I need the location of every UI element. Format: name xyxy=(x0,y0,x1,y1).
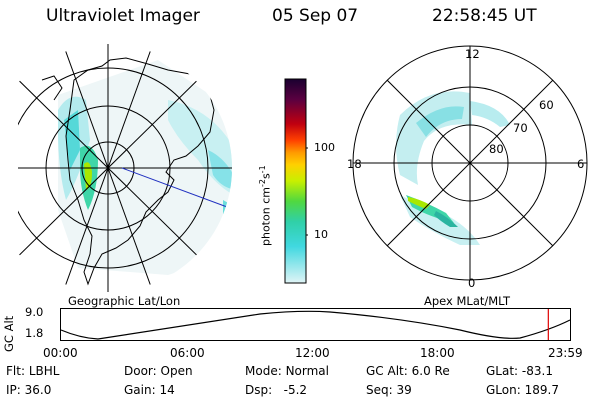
oval-dusk xyxy=(396,91,472,185)
sun-direction-line xyxy=(121,167,232,215)
emission-east-spot xyxy=(223,200,232,225)
geographic-map xyxy=(18,44,232,292)
mlt-spoke-diag2 xyxy=(353,46,587,280)
time-label: 22:58:45 UT xyxy=(432,6,537,26)
time-tick-1200: 12:00 xyxy=(295,346,330,360)
mlat-label-60: 60 xyxy=(539,98,554,112)
filter-info: Flt: LBHL xyxy=(6,364,60,378)
right-panel-caption: Apex MLat/MLT xyxy=(424,294,511,308)
gc-alt-info: GC Alt: 6.0 Re xyxy=(366,364,450,378)
door-info: Door: Open xyxy=(124,364,193,378)
altitude-plot-frame xyxy=(60,308,571,341)
instrument-title: Ultraviolet Imager xyxy=(46,6,200,26)
colorbar-tick-label-10: 10 xyxy=(314,228,328,241)
oval-noon xyxy=(470,101,510,127)
altitude-ymax: 9.0 xyxy=(25,305,44,319)
mlt-label-18: 18 xyxy=(347,157,362,171)
emission-peak xyxy=(84,162,92,190)
oval-dusk-core xyxy=(416,106,464,137)
gain-info: Gain: 14 xyxy=(124,383,175,397)
ip-info: IP: 36.0 xyxy=(6,383,52,397)
mlat-circle-60 xyxy=(352,45,588,281)
colorbar-unit-label: photon cm-2s-1 xyxy=(258,165,273,246)
time-tick-2359: 23:59 xyxy=(548,346,583,360)
mlt-label-6: 6 xyxy=(577,157,585,171)
altitude-ymin: 1.8 xyxy=(25,326,44,340)
apex-mlt-map xyxy=(352,45,588,281)
left-panel-caption: Geographic Lat/Lon xyxy=(68,294,181,308)
colorbar xyxy=(284,78,308,284)
coastline xyxy=(65,57,215,286)
altitude-curve xyxy=(60,310,571,340)
mlt-label-12: 12 xyxy=(465,47,480,61)
dsp-info: Dsp: -5.2 xyxy=(245,383,308,397)
mlat-label-80: 80 xyxy=(489,142,504,156)
emission-east-core xyxy=(208,150,232,190)
altitude-plot xyxy=(60,308,571,341)
glat-info: GLat: -83.1 xyxy=(486,364,553,378)
mlat-label-70: 70 xyxy=(513,121,528,135)
colorbar-scale xyxy=(284,78,307,284)
oval-peak xyxy=(408,197,430,209)
seq-info: Seq: 39 xyxy=(366,383,412,397)
oval-midnight-core xyxy=(434,211,458,227)
mode-info: Mode: Normal xyxy=(245,364,329,378)
altitude-ylabel: GC Alt xyxy=(2,315,16,352)
colorbar-tick-label-100: 100 xyxy=(314,141,335,154)
time-tick-0000: 00:00 xyxy=(43,346,78,360)
time-tick-1800: 18:00 xyxy=(420,346,455,360)
coastline-fragment xyxy=(41,75,63,101)
meridian-steep2 xyxy=(57,44,159,292)
mlt-label-0: 0 xyxy=(468,276,476,290)
time-tick-0600: 06:00 xyxy=(170,346,205,360)
glon-info: GLon: 189.7 xyxy=(486,383,559,397)
date-label: 05 Sep 07 xyxy=(272,6,359,26)
